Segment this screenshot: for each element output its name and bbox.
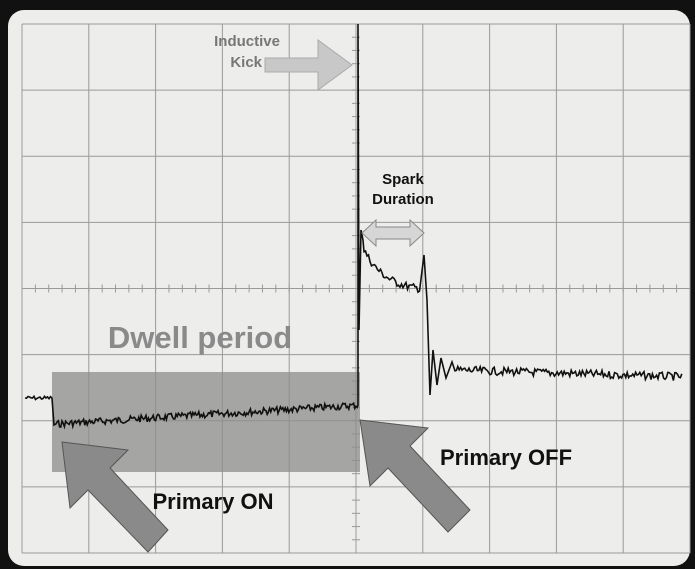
kick-label: Kick bbox=[230, 54, 262, 71]
spark-label: Spark bbox=[382, 171, 424, 188]
kick-label: Inductive bbox=[214, 33, 280, 50]
primary-off-label: Primary OFF bbox=[440, 445, 572, 470]
primary-on-label: Primary ON bbox=[152, 489, 273, 514]
spark-label: Duration bbox=[372, 191, 434, 208]
scope-screenshot: Inductive Kick Spark Duration Dwell peri… bbox=[0, 0, 695, 569]
page: Inductive Kick Spark Duration Dwell peri… bbox=[0, 0, 695, 569]
dwell-label: Dwell period bbox=[108, 320, 292, 355]
